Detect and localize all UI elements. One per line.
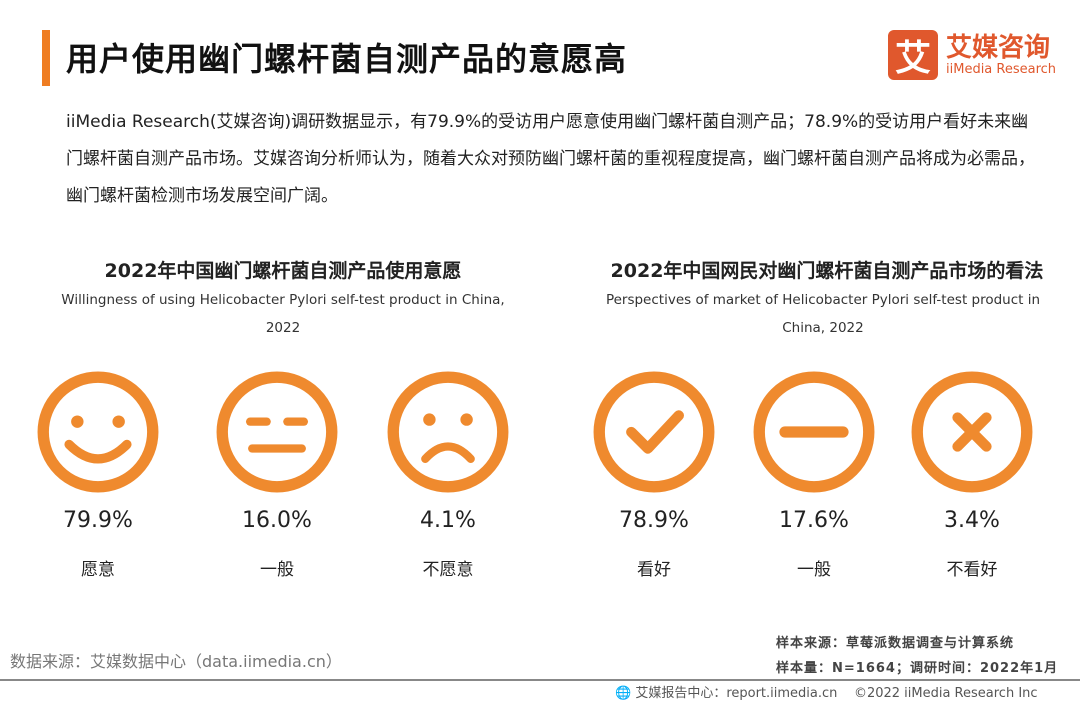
report-link[interactable]: 艾媒报告中心：report.iimedia.cn bbox=[635, 686, 838, 701]
smile-icon bbox=[37, 371, 159, 493]
chart-item: 79.9% 愿意 bbox=[18, 370, 178, 580]
item-value: 3.4% bbox=[944, 508, 1000, 533]
footer-credits: 🌐 艾媒报告中心：report.iimedia.cn ©2022 iiMedia… bbox=[615, 682, 1038, 701]
check-icon bbox=[593, 371, 715, 493]
data-source: 数据来源：艾媒数据中心（data.iimedia.cn） bbox=[10, 652, 342, 671]
chart-item: 16.0% 一般 bbox=[197, 370, 357, 580]
chart-subtitle-right: Perspectives of market of Helicobacter P… bbox=[605, 292, 1041, 336]
sad-face-icon bbox=[387, 371, 509, 493]
item-value: 78.9% bbox=[619, 508, 689, 533]
chart-item: 17.6% 一般 bbox=[734, 370, 894, 580]
sample-source: 样本来源：草莓派数据调查与计算系统 bbox=[776, 636, 1015, 651]
chart-title-left: 2022年中国幽门螺杆菌自测产品使用意愿 bbox=[104, 260, 462, 282]
chart-item: 78.9% 看好 bbox=[574, 370, 734, 580]
chart-title-right: 2022年中国网民对幽门螺杆菌自测产品市场的看法 bbox=[610, 260, 1044, 282]
description: iiMedia Research(艾媒咨询)调研数据显示，有79.9%的受访用户… bbox=[66, 112, 1035, 206]
chart-item: 3.4% 不看好 bbox=[892, 370, 1052, 580]
item-value: 16.0% bbox=[242, 508, 312, 533]
item-value: 17.6% bbox=[779, 508, 849, 533]
chart-subtitle-left: Willingness of using Helicobacter Pylori… bbox=[61, 292, 505, 336]
logo-cn: 艾媒咨询 bbox=[946, 32, 1051, 63]
item-label: 不愿意 bbox=[422, 560, 474, 580]
sample-info: 样本量：N=1664；调研时间：2022年1月 bbox=[776, 661, 1059, 676]
copyright: ©2022 iiMedia Research Inc bbox=[853, 686, 1038, 701]
item-value: 4.1% bbox=[420, 508, 476, 533]
item-value: 79.9% bbox=[63, 508, 133, 533]
neutral-face-icon bbox=[216, 371, 338, 493]
item-label: 一般 bbox=[797, 560, 831, 580]
logo-mark: 艾 bbox=[888, 30, 938, 80]
logo-en: iiMedia Research bbox=[946, 61, 1057, 77]
item-label: 愿意 bbox=[81, 560, 115, 580]
cross-icon bbox=[911, 371, 1033, 493]
footer-divider bbox=[0, 679, 1080, 681]
item-label: 一般 bbox=[260, 560, 294, 580]
page-title: 用户使用幽门螺杆菌自测产品的意愿高 bbox=[66, 40, 628, 78]
globe-icon: 🌐 bbox=[615, 686, 632, 701]
iimedia-logo: 艾 艾媒咨询 iiMedia Research bbox=[888, 30, 1056, 80]
chart-item: 4.1% 不愿意 bbox=[368, 370, 528, 580]
minus-icon bbox=[753, 371, 875, 493]
item-label: 不看好 bbox=[946, 560, 998, 580]
item-label: 看好 bbox=[637, 560, 671, 580]
title-accent-bar bbox=[42, 30, 50, 86]
